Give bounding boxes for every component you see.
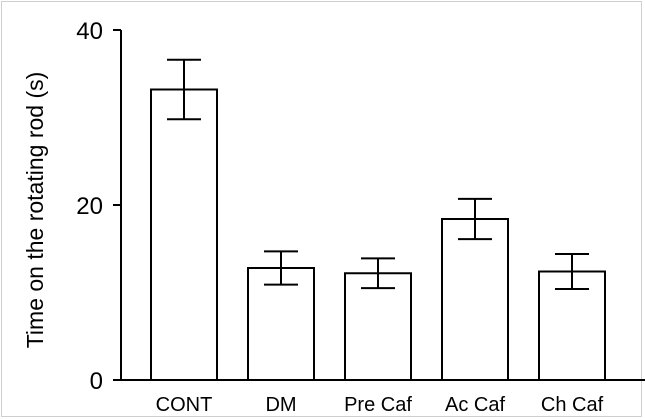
y-tick-label: 20: [76, 193, 103, 220]
bar-cont: [150, 88, 218, 381]
bars: [150, 88, 606, 381]
y-tick-label: 0: [90, 368, 103, 395]
y-tick-label: 40: [76, 18, 103, 45]
x-tick-label: Ch Caf: [541, 394, 604, 416]
x-tick-label: CONT: [156, 394, 213, 416]
error-bars: [167, 58, 589, 290]
error-bar: [264, 250, 298, 286]
y-axis-title: Time on the rotating rod (s): [22, 72, 48, 349]
x-tick-label: Pre Caf: [344, 394, 412, 416]
error-bar: [458, 197, 492, 241]
error-bar: [361, 257, 395, 290]
x-tick-label: DM: [265, 394, 296, 416]
x-tick-label: Ac Caf: [445, 394, 505, 416]
bar-pre-caf: [344, 272, 412, 381]
y-ticks: 0 20 40: [76, 18, 121, 395]
bar-ac-caf: [441, 218, 509, 381]
x-tick-labels: CONT DM Pre Caf Ac Caf Ch Caf: [156, 394, 604, 416]
error-bar: [555, 253, 589, 290]
error-bar: [167, 58, 201, 121]
